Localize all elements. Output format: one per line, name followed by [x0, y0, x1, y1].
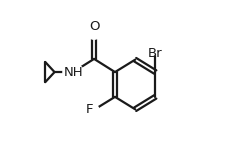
Ellipse shape	[87, 27, 101, 39]
Ellipse shape	[145, 40, 164, 55]
Text: NH: NH	[63, 66, 83, 79]
Ellipse shape	[63, 64, 83, 80]
Text: Br: Br	[147, 47, 162, 60]
Text: O: O	[88, 20, 99, 33]
Ellipse shape	[87, 105, 98, 114]
Text: F: F	[85, 103, 93, 116]
